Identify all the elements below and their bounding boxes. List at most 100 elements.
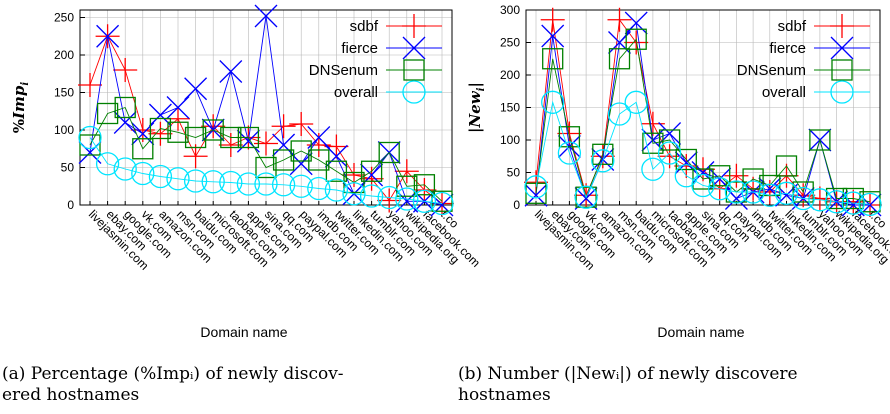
point-b-overall-5: [607, 102, 632, 126]
series-line-b-DNSenum: [535, 38, 871, 203]
point-a-overall-14: [324, 178, 349, 202]
point-a-DNSenum-18: [396, 175, 418, 197]
point-a-overall-4: [148, 164, 173, 189]
point-a-overall-12: [289, 174, 313, 198]
point-a-overall-17: [377, 185, 401, 210]
y-axis-label-b: |Newi|: [466, 82, 487, 133]
point-a-overall-11: [271, 173, 296, 197]
point-b-DNSenum-13: [742, 168, 764, 190]
point-a-fierce-6-d2: [184, 77, 208, 101]
point-b-fierce-6-d2: [624, 11, 648, 35]
point-b-overall-13: [741, 180, 765, 204]
point-b-overall-0: [524, 175, 548, 199]
series-markers-b-overall: [524, 90, 882, 217]
y-tick-label-b-2: 100: [500, 133, 520, 147]
caption-b: (b) Number (|Newᵢ|) of newly discovere h…: [458, 364, 890, 406]
y-tick-label-a-3: 150: [54, 86, 74, 100]
point-b-DNSenum-2: [558, 126, 581, 148]
point-a-DNSenum-20: [431, 190, 453, 212]
point-a-fierce-10-d2: [254, 4, 278, 28]
point-a-overall-19: [412, 189, 437, 213]
point-a-fierce-4-d2: [148, 103, 172, 127]
legend-marker-b-DNSenum: [831, 59, 853, 81]
point-b-DNSenum-4: [592, 143, 614, 165]
point-a-overall-3: [131, 161, 155, 186]
legend-marker-b-overall: [830, 80, 854, 104]
point-b-overall-10: [691, 173, 715, 198]
point-a-DNSenum-2: [114, 96, 136, 119]
point-a-overall-9: [236, 172, 261, 196]
point-b-overall-20: [858, 192, 882, 217]
x-axis-label-b: Domain name: [657, 324, 744, 340]
point-a-overall-15: [342, 182, 366, 206]
y-tick-label-a-1: 50: [61, 161, 75, 175]
point-b-DNSenum-1: [542, 48, 564, 70]
legend-label-b-sdbf: sdbf: [778, 18, 807, 35]
point-a-DNSenum-3: [132, 138, 154, 160]
point-a-DNSenum-6: [184, 126, 207, 149]
legend-label-a-DNSenum: DNSenum: [309, 62, 378, 79]
point-a-DNSenum-4: [149, 117, 172, 140]
point-a-overall-18: [395, 187, 419, 211]
point-b-DNSenum-3: [575, 186, 597, 208]
point-a-fierce-1-d2: [96, 24, 120, 48]
y-tick-label-a-2: 100: [54, 123, 74, 137]
point-b-overall-7: [641, 157, 665, 181]
y-tick-label-a-5: 250: [54, 11, 74, 25]
point-a-overall-6: [183, 169, 208, 193]
y-tick-label-b-0: 0: [513, 198, 520, 212]
y-axis-label-main-a: Imp: [10, 85, 28, 120]
series-line-a-DNSenum: [89, 106, 443, 202]
point-a-DNSenum-16: [360, 160, 383, 182]
y-tick-label-b-6: 300: [500, 3, 520, 17]
point-b-DNSenum-16: [792, 181, 814, 203]
point-b-fierce-12-d2: [724, 187, 748, 210]
point-a-DNSenum-17: [378, 141, 400, 164]
y-tick-label-a-4: 200: [54, 48, 74, 62]
x-axis-label-a: Domain name: [200, 324, 287, 340]
point-b-overall-6: [624, 90, 648, 114]
point-a-overall-10: [254, 172, 278, 196]
point-b-DNSenum-11: [709, 165, 731, 187]
point-a-DNSenum-1: [96, 102, 119, 125]
caption-a-line-2: ered hostnames: [2, 385, 140, 405]
point-b-DNSenum-0: [525, 182, 547, 204]
point-a-overall-5: [166, 167, 190, 191]
point-a-overall-1: [95, 152, 120, 176]
point-b-overall-18: [824, 190, 849, 214]
point-b-overall-1: [541, 90, 565, 114]
point-a-DNSenum-10: [255, 156, 277, 179]
point-b-DNSenum-5: [608, 48, 631, 70]
point-a-fierce-5-d2: [166, 96, 190, 119]
point-b-DNSenum-6: [625, 28, 647, 50]
legend-a: sdbf fierce DNSenum overall: [309, 14, 442, 104]
point-a-overall-2: [113, 157, 137, 181]
legend-marker-b-fierce-d2: [830, 36, 854, 60]
chart-b: 050100150200250300livejasmin.comebay.com…: [466, 3, 890, 340]
point-b-DNSenum-10: [692, 168, 714, 190]
legend-label-a-sdbf: sdbf: [350, 18, 379, 35]
point-b-DNSenum-17: [809, 129, 831, 151]
y-axis-label-sub-a: i: [20, 82, 31, 86]
legend-label-b-fierce: fierce: [769, 40, 806, 57]
point-a-overall-8: [219, 170, 243, 195]
y-tick-label-b-5: 250: [500, 36, 520, 50]
series-line-a-overall: [89, 137, 443, 204]
point-a-DNSenum-12: [290, 140, 312, 162]
chart-a: 050100150200250livejasmin.comebay.comgoo…: [10, 4, 483, 340]
y-axis-label-a: %Impi: [10, 82, 31, 134]
point-b-overall-16: [791, 186, 815, 211]
point-b-overall-15: [774, 181, 799, 205]
point-b-overall-17: [808, 188, 832, 212]
series-markers-a-overall: [78, 125, 454, 216]
point-b-overall-14: [758, 183, 782, 207]
legend-label-b-overall: overall: [762, 84, 806, 101]
point-a-fierce-11-d2: [272, 133, 296, 157]
point-a-overall-16: [359, 184, 384, 208]
point-b-DNSenum-20: [859, 191, 881, 213]
point-b-overall-3: [574, 185, 598, 209]
legend-marker-a-overall: [402, 80, 426, 104]
point-b-overall-2: [557, 141, 582, 165]
y-tick-label-b-4: 200: [500, 68, 520, 82]
caption-a: (a) Percentage (%Impᵢ) of newly discov- …: [2, 364, 454, 406]
